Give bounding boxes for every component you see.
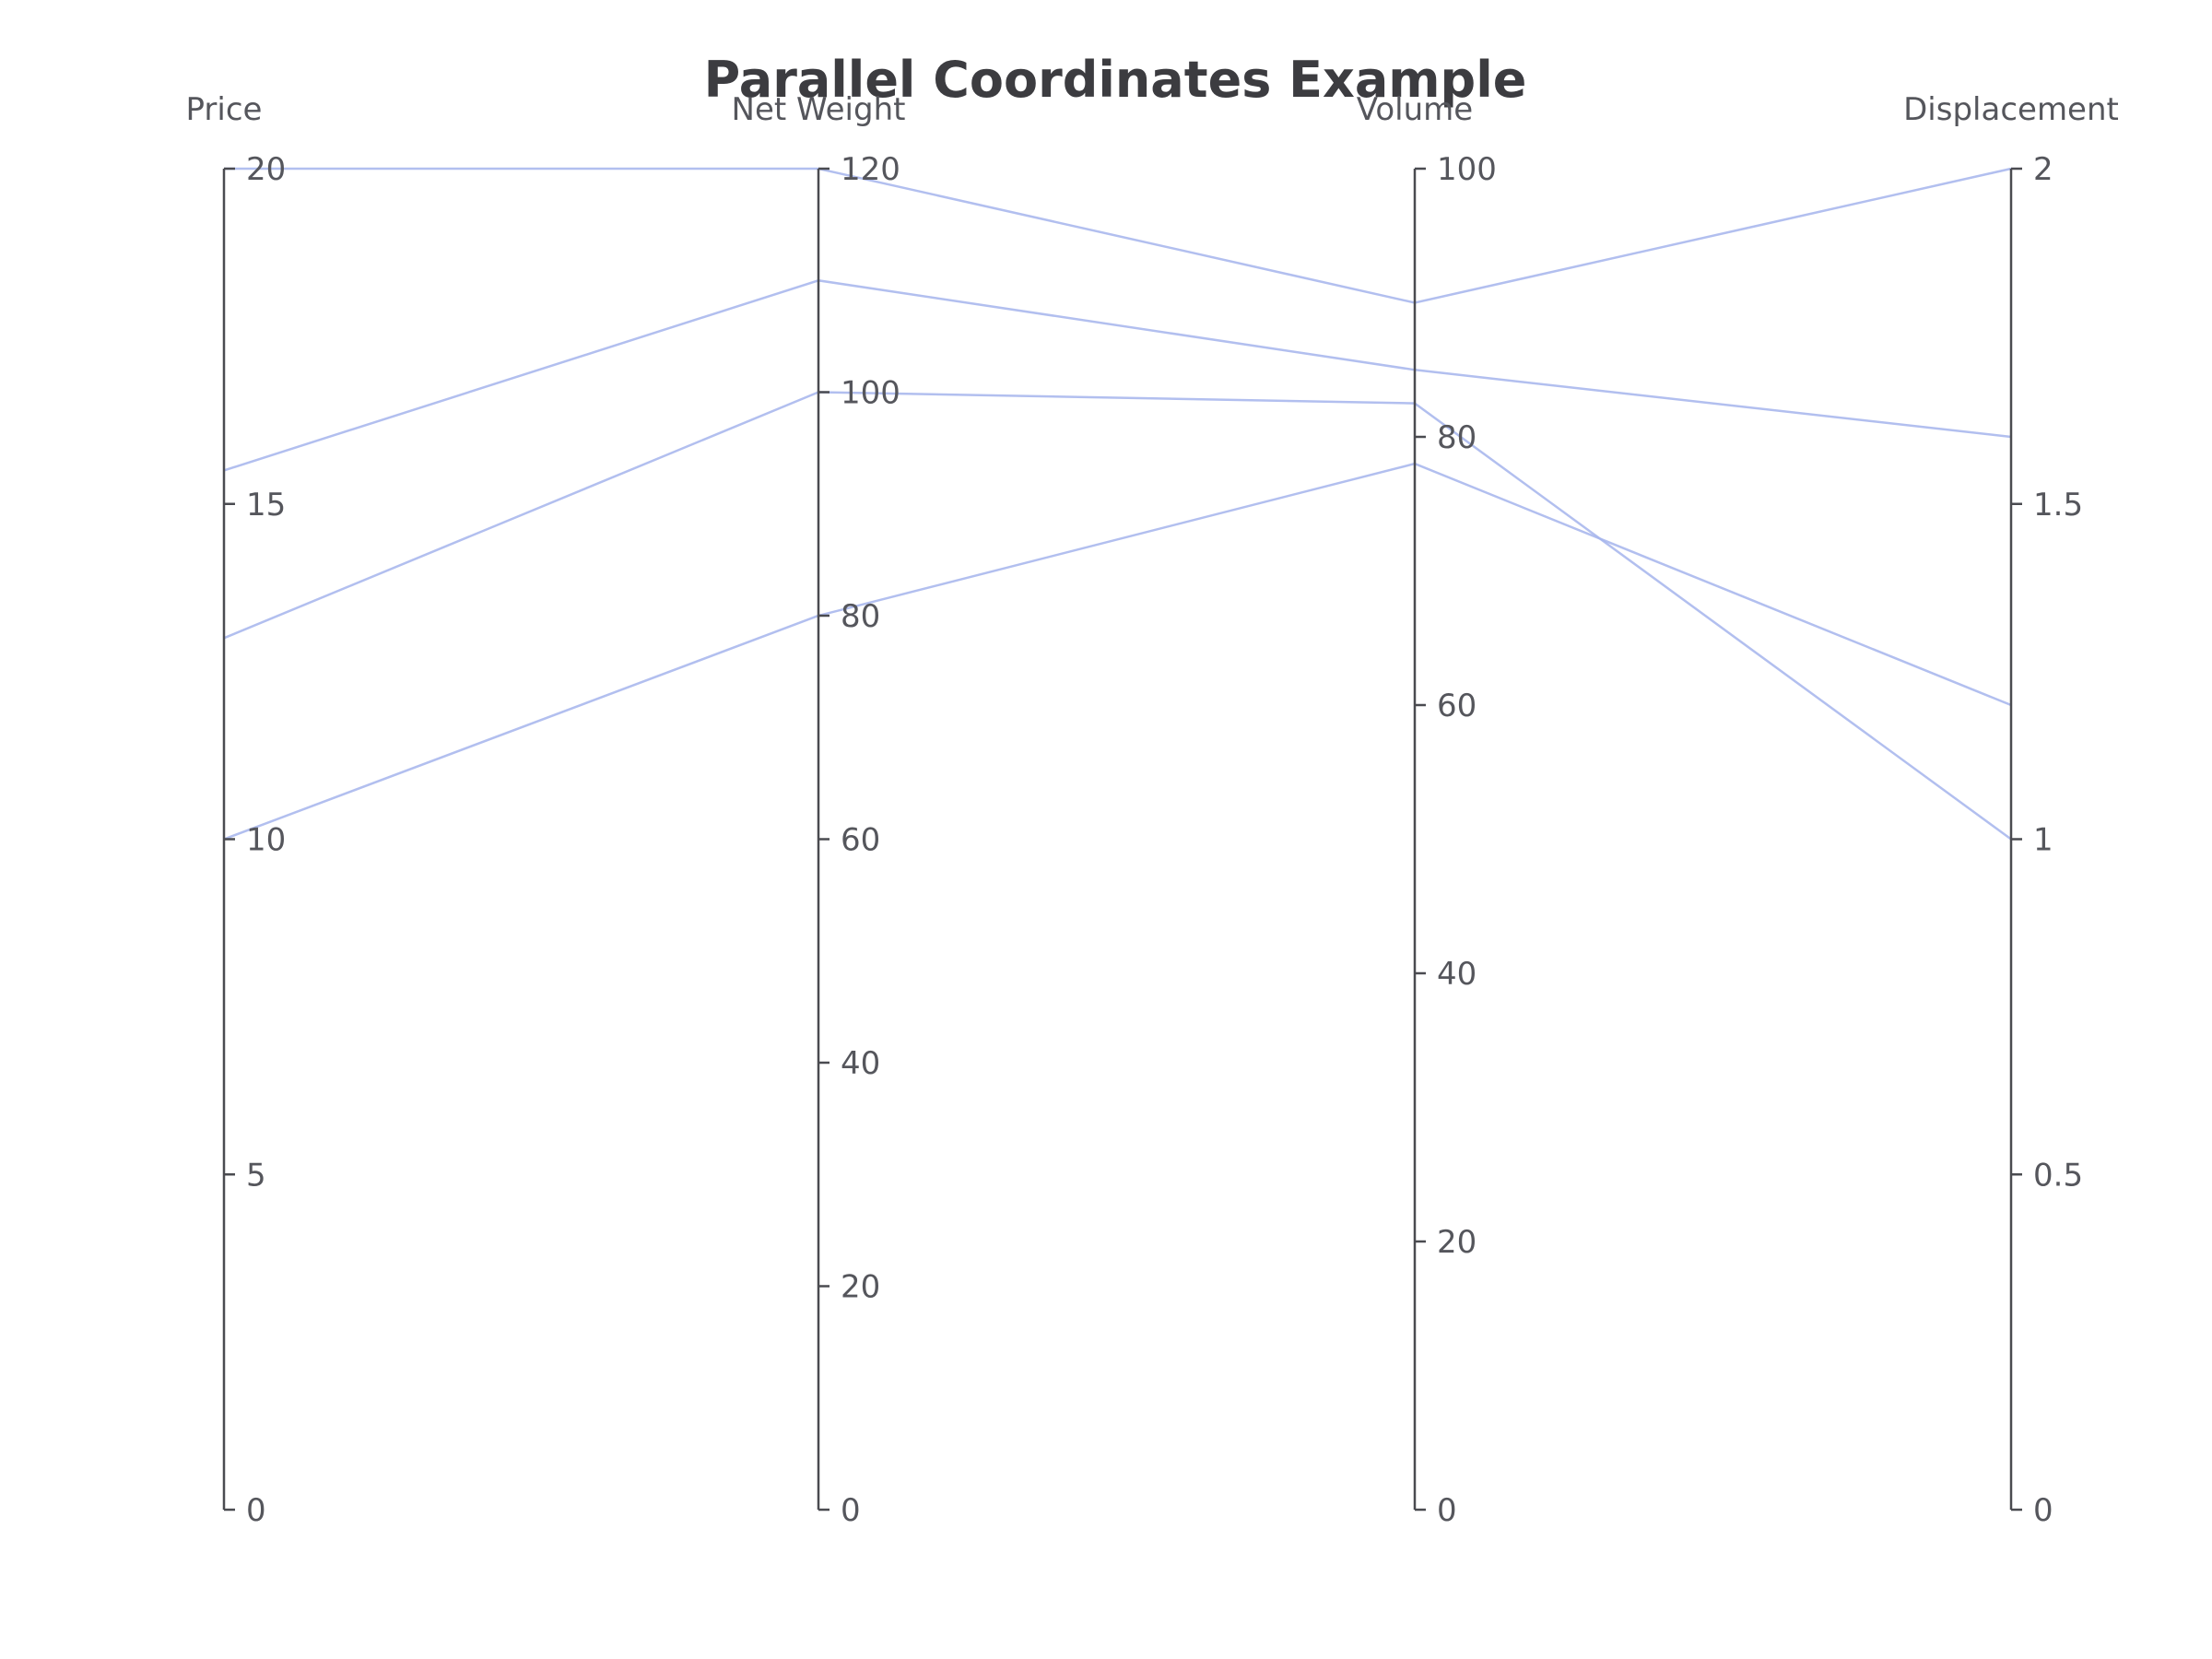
tick-label-net-weight: 80 — [841, 598, 880, 635]
axis-name-price: Price — [186, 91, 263, 128]
tick-label-volume: 40 — [1437, 956, 1477, 993]
axis-name-net-weight: Net Weight — [732, 91, 906, 128]
tick-label-net-weight: 0 — [841, 1492, 861, 1529]
axis-name-volume: Volume — [1357, 91, 1473, 128]
tick-label-net-weight: 100 — [841, 375, 900, 412]
axis-volume: Volume 0 20 40 60 80 100 — [1357, 91, 1497, 1529]
data-lines-layer — [223, 167, 2012, 841]
tick-label-displacement: 1.5 — [2033, 487, 2083, 524]
data-line-2 — [223, 279, 2012, 472]
tick-label-net-weight: 20 — [841, 1269, 880, 1306]
tick-label-displacement: 2 — [2033, 151, 2053, 188]
tick-label-net-weight: 120 — [841, 151, 900, 188]
axis-net-weight: Net Weight 0 20 40 60 80 100 120 — [732, 91, 906, 1529]
tick-label-displacement: 0 — [2033, 1492, 2053, 1529]
tick-label-price: 20 — [246, 151, 286, 188]
tick-label-net-weight: 60 — [841, 822, 880, 859]
tick-label-price: 10 — [246, 822, 286, 859]
chart-title: Parallel Coordinates Example — [704, 51, 1527, 109]
axis-price: Price 0 5 10 15 20 — [186, 91, 287, 1529]
tick-label-price: 15 — [246, 487, 286, 524]
data-line-3 — [223, 391, 2012, 841]
tick-label-volume: 80 — [1437, 419, 1477, 456]
tick-label-price: 5 — [246, 1157, 266, 1194]
data-line-1 — [224, 167, 2012, 304]
tick-label-volume: 100 — [1437, 151, 1497, 188]
data-line-4 — [223, 462, 2012, 841]
tick-label-net-weight: 40 — [841, 1045, 880, 1082]
tick-label-volume: 0 — [1437, 1492, 1457, 1529]
tick-label-displacement: 1 — [2033, 822, 2053, 859]
tick-label-price: 0 — [246, 1492, 266, 1529]
tick-label-volume: 60 — [1437, 688, 1477, 724]
axis-displacement: Displacement 0 0.5 1 1.5 2 — [1903, 91, 2119, 1529]
axis-name-displacement: Displacement — [1903, 91, 2119, 128]
tick-label-displacement: 0.5 — [2033, 1157, 2083, 1194]
tick-label-volume: 20 — [1437, 1224, 1477, 1261]
